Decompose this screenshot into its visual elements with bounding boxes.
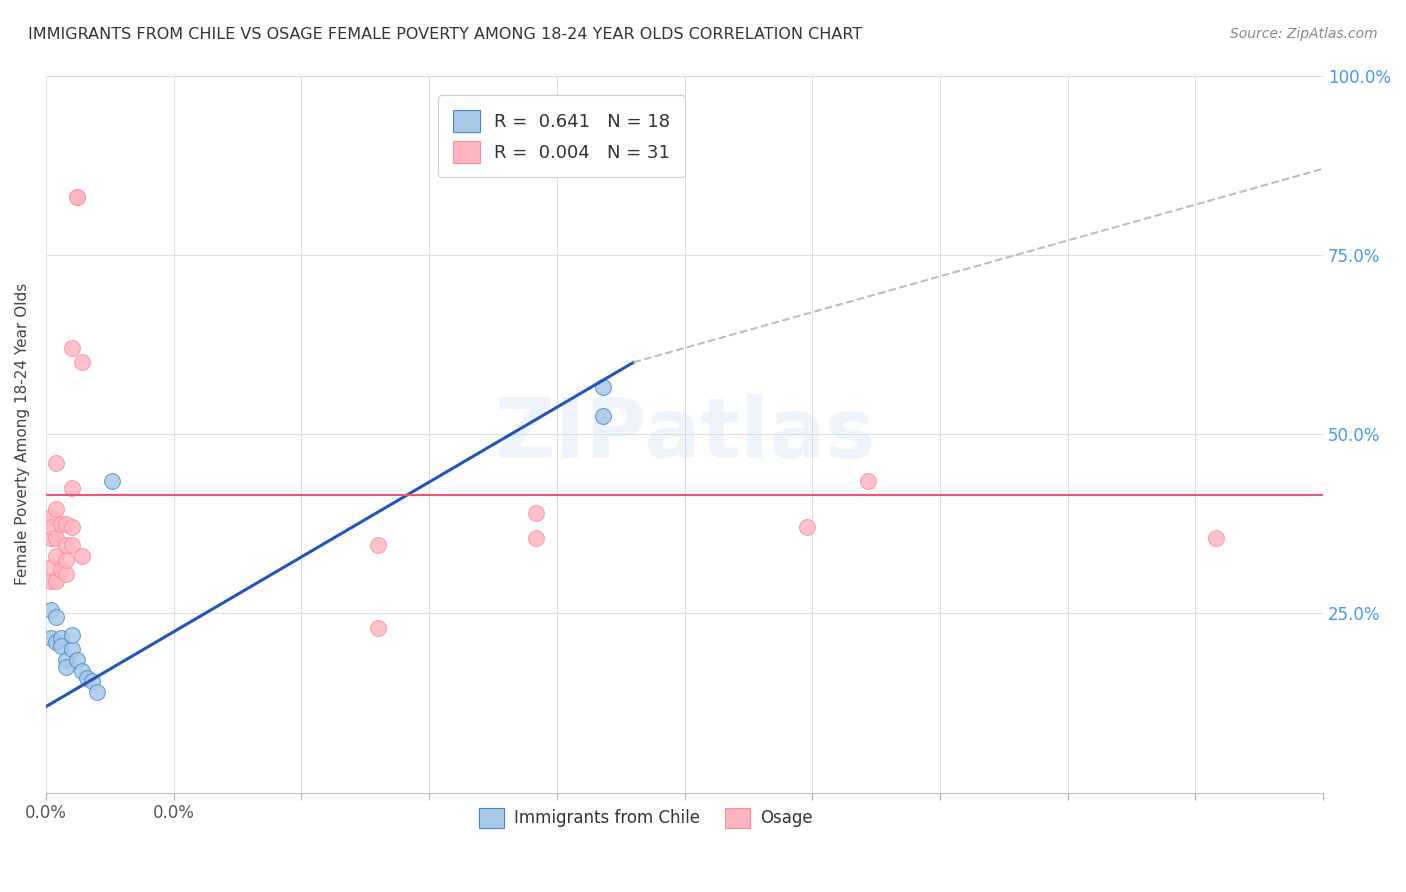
Point <box>45 456 67 470</box>
Point <box>65 190 87 204</box>
Point <box>65 190 87 204</box>
Point <box>65 653 87 667</box>
Point <box>55 566 77 581</box>
Point <box>592 380 614 394</box>
Point <box>39 509 62 524</box>
Point <box>45 635 67 649</box>
Point <box>86 685 108 699</box>
Point <box>45 502 67 516</box>
Point <box>51 563 73 577</box>
Point <box>55 653 77 667</box>
Text: ZIPatlas: ZIPatlas <box>494 393 875 475</box>
Point <box>55 516 77 531</box>
Point <box>70 355 93 369</box>
Point <box>367 538 389 552</box>
Point <box>39 574 62 588</box>
Point <box>45 549 67 563</box>
Point <box>80 674 103 689</box>
Point <box>592 409 614 424</box>
Point <box>45 574 67 588</box>
Point <box>796 520 818 534</box>
Point <box>70 549 93 563</box>
Point <box>39 632 62 646</box>
Point <box>51 516 73 531</box>
Point <box>60 642 83 657</box>
Point <box>60 481 83 495</box>
Point <box>60 520 83 534</box>
Point <box>51 632 73 646</box>
Legend: Immigrants from Chile, Osage: Immigrants from Chile, Osage <box>472 801 820 835</box>
Point <box>76 671 98 685</box>
Point <box>1205 531 1227 545</box>
Point <box>526 531 548 545</box>
Point <box>45 610 67 624</box>
Point <box>60 341 83 355</box>
Point <box>70 664 93 678</box>
Point <box>526 506 548 520</box>
Point <box>55 538 77 552</box>
Point <box>367 621 389 635</box>
Point <box>60 538 83 552</box>
Point <box>858 474 880 488</box>
Point <box>39 531 62 545</box>
Point <box>60 628 83 642</box>
Point <box>51 639 73 653</box>
Point <box>101 474 124 488</box>
Point <box>55 552 77 566</box>
Point <box>39 559 62 574</box>
Point <box>39 603 62 617</box>
Point <box>55 660 77 674</box>
Text: IMMIGRANTS FROM CHILE VS OSAGE FEMALE POVERTY AMONG 18-24 YEAR OLDS CORRELATION : IMMIGRANTS FROM CHILE VS OSAGE FEMALE PO… <box>28 27 862 42</box>
Point <box>45 531 67 545</box>
Text: Source: ZipAtlas.com: Source: ZipAtlas.com <box>1230 27 1378 41</box>
Point <box>39 520 62 534</box>
Y-axis label: Female Poverty Among 18-24 Year Olds: Female Poverty Among 18-24 Year Olds <box>15 283 30 585</box>
